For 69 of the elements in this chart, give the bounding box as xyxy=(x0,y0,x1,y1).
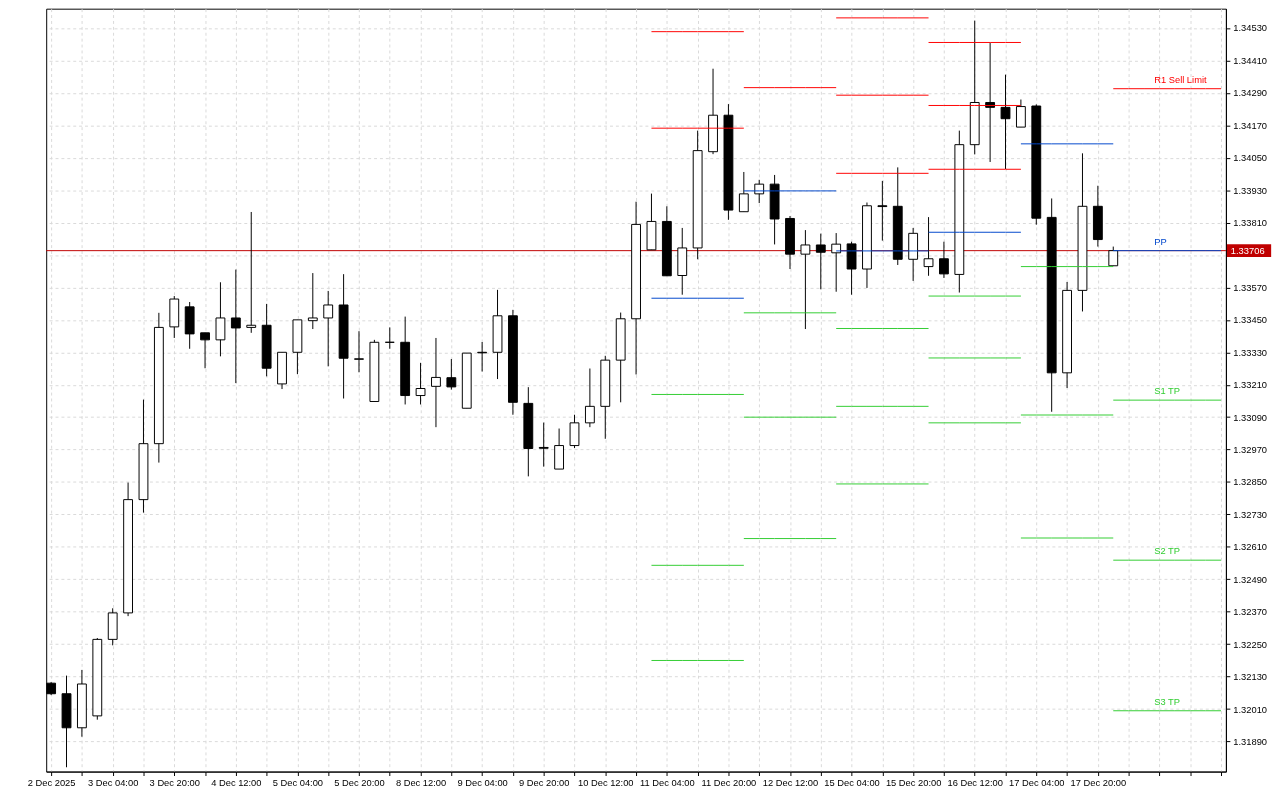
y-tick-label: 1.32850 xyxy=(1233,477,1268,488)
candlestick xyxy=(584,368,595,428)
series-label: PP xyxy=(1154,236,1167,247)
x-tick-label: 9 Dec 20:00 xyxy=(519,777,570,788)
series-label: S2 TP xyxy=(1154,546,1180,557)
x-tick-label: 17 Dec 04:00 xyxy=(1009,777,1065,788)
candlestick xyxy=(431,337,441,428)
candlestick xyxy=(923,216,934,277)
x-tick-label: 10 Dec 12:00 xyxy=(578,777,634,788)
series-label: S3 TP xyxy=(1154,696,1180,707)
ref-line-label: 1.33706 xyxy=(1230,245,1265,256)
x-tick-label: 9 Dec 04:00 xyxy=(457,777,508,788)
candlestick xyxy=(815,233,826,290)
y-tick-label: 1.34290 xyxy=(1233,88,1268,99)
y-tick-label: 1.31890 xyxy=(1233,737,1268,748)
x-tick-label: 8 Dec 12:00 xyxy=(395,777,447,788)
y-tick-label: 1.32970 xyxy=(1233,445,1268,456)
candlestick xyxy=(554,428,565,470)
x-tick-label: 2 Dec 2025 xyxy=(27,777,76,788)
x-tick-label: 17 Dec 20:00 xyxy=(1070,777,1127,788)
y-tick-label: 1.32490 xyxy=(1233,574,1268,585)
y-tick-label: 1.32010 xyxy=(1233,704,1268,715)
candlestick xyxy=(800,229,811,330)
x-tick-label: 16 Dec 12:00 xyxy=(947,777,1003,788)
candlestick xyxy=(877,180,888,242)
x-tick-label: 11 Dec 04:00 xyxy=(639,777,695,788)
y-tick-label: 1.32610 xyxy=(1233,542,1268,553)
candlestick xyxy=(215,281,226,357)
x-tick-label: 5 Dec 04:00 xyxy=(272,777,324,788)
series-label: S1 TP xyxy=(1154,386,1180,397)
candlestick xyxy=(569,414,580,449)
candlestick xyxy=(415,362,426,405)
candlestick xyxy=(307,272,318,330)
y-tick-label: 1.33810 xyxy=(1233,217,1268,228)
y-tick-label: 1.34170 xyxy=(1233,120,1268,131)
candlestick xyxy=(738,171,749,213)
candlestick xyxy=(446,358,457,391)
x-tick-label: 4 Dec 12:00 xyxy=(211,777,262,788)
candlestick xyxy=(1108,246,1119,267)
y-tick-label: 1.34050 xyxy=(1233,153,1268,164)
y-tick-label: 1.33930 xyxy=(1233,185,1268,196)
y-tick-label: 1.34530 xyxy=(1233,23,1268,34)
x-tick-label: 3 Dec 20:00 xyxy=(149,777,200,788)
y-tick-label: 1.32250 xyxy=(1233,639,1268,650)
candlestick xyxy=(230,269,241,384)
candlestick xyxy=(1000,74,1011,170)
x-tick-label: 11 Dec 20:00 xyxy=(701,777,757,788)
y-tick-label: 1.32730 xyxy=(1233,509,1268,520)
candlestick xyxy=(1015,99,1026,128)
y-tick-label: 1.33450 xyxy=(1233,315,1268,326)
series-label: R1 Sell Limit xyxy=(1154,74,1207,85)
candlestick xyxy=(939,241,949,279)
candlestick xyxy=(323,290,334,367)
y-tick-label: 1.32370 xyxy=(1233,607,1268,618)
candlestick xyxy=(200,332,210,369)
y-tick-label: 1.33210 xyxy=(1233,380,1268,391)
candlestick xyxy=(538,422,549,468)
candlestick xyxy=(354,330,364,373)
y-tick-label: 1.32130 xyxy=(1233,672,1268,683)
y-tick-label: 1.33090 xyxy=(1233,412,1268,423)
candlestick xyxy=(246,211,257,334)
x-tick-label: 12 Dec 12:00 xyxy=(762,777,819,788)
x-tick-label: 15 Dec 20:00 xyxy=(885,777,942,788)
y-tick-label: 1.33570 xyxy=(1233,282,1268,293)
y-tick-label: 1.34410 xyxy=(1233,55,1268,66)
x-tick-label: 5 Dec 20:00 xyxy=(334,777,385,788)
x-tick-label: 3 Dec 04:00 xyxy=(88,777,139,788)
y-tick-label: 1.33330 xyxy=(1233,347,1268,358)
x-tick-label: 15 Dec 04:00 xyxy=(824,777,880,788)
